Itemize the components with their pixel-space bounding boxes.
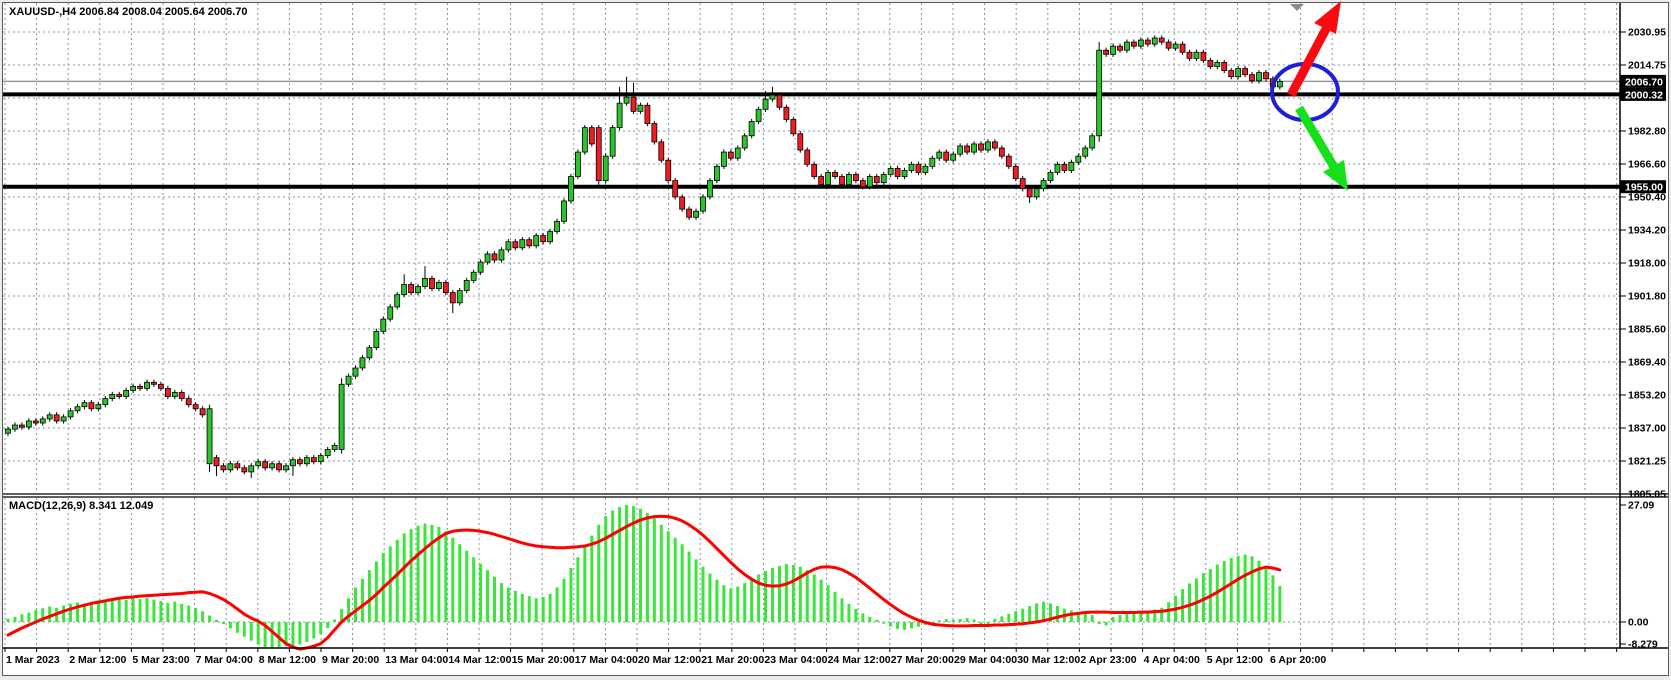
price-tick-label: 1885.60 [1628, 324, 1666, 336]
time-tick-label: 1 Mar 2023 [6, 654, 60, 666]
chart-shift-marker-icon [1290, 4, 1304, 11]
macd-histogram [6, 504, 1282, 648]
macd-tick-label: 0.00 [1628, 617, 1649, 629]
macd-signal-line [6, 514, 1282, 651]
time-tick-label: 15 Mar 20:00 [512, 654, 575, 666]
time-tick-label: 17 Mar 04:00 [575, 654, 638, 666]
macd-indicator-label: MACD(12,26,9) 8.341 12.049 [9, 500, 154, 512]
chart-title: XAUUSD-,H4 2006.84 2008.04 2005.64 2006.… [9, 6, 248, 18]
time-tick-label: 27 Mar 20:00 [891, 654, 954, 666]
time-tick-label: 24 Mar 12:00 [828, 654, 891, 666]
sell-arrow-head-icon[interactable] [1323, 160, 1348, 191]
time-tick-label: 13 Mar 04:00 [385, 654, 448, 666]
candles-layer [5, 35, 1283, 479]
time-tick-label: 6 Apr 20:00 [1270, 654, 1326, 666]
time-tick-label: 29 Mar 04:00 [954, 654, 1017, 666]
sell-arrow-annotation[interactable] [1295, 105, 1341, 175]
macd-tick-label: 27.09 [1628, 500, 1654, 512]
buy-arrow-head-icon[interactable] [1314, 1, 1341, 34]
grid-layer [3, 3, 1620, 648]
price-tick-label: 2014.75 [1628, 60, 1666, 72]
axes-borders [3, 3, 1668, 649]
time-scale-labels: 1 Mar 2023 2 Mar 12:00 5 Mar 23:00 7 Mar 04… [4, 648, 1618, 666]
time-tick-label: 2 Apr 23:00 [1080, 654, 1136, 666]
price-tag-value: 2000.32 [1625, 89, 1663, 101]
price-tick-label: 1805.05 [1628, 489, 1666, 501]
price-tick-label: 1934.20 [1628, 225, 1666, 237]
price-tag [1620, 74, 1666, 88]
time-tick-label: 23 Mar 04:00 [764, 654, 827, 666]
price-tick-label: 1918.00 [1628, 258, 1666, 270]
price-tick-label: 1966.60 [1628, 159, 1666, 171]
time-tick-label: 7 Mar 04:00 [196, 654, 253, 666]
time-tick-label: 14 Mar 12:00 [448, 654, 511, 666]
time-tick-label: 2 Mar 12:00 [69, 654, 126, 666]
time-tick-label: 5 Apr 12:00 [1207, 654, 1263, 666]
time-tick-label: 21 Mar 20:00 [701, 654, 764, 666]
time-tick-label: 5 Mar 23:00 [132, 654, 189, 666]
level-lines[interactable] [3, 80, 1620, 189]
time-tick-label: 9 Mar 20:00 [322, 654, 379, 666]
time-tick-label: 30 Mar 12:00 [1017, 654, 1080, 666]
time-tick-label: 4 Apr 04:00 [1144, 654, 1200, 666]
macd-tick-label: -8.279 [1628, 639, 1658, 651]
price-tick-label: 2030.95 [1628, 27, 1666, 39]
price-tag [1620, 87, 1666, 101]
time-tick-label: 8 Mar 12:00 [259, 654, 316, 666]
price-tick-label: 1869.40 [1628, 357, 1666, 369]
annotation-objects[interactable] [1270, 1, 1348, 191]
price-tick-label: 1982.80 [1628, 126, 1666, 138]
price-tag-value: 2006.70 [1625, 76, 1663, 88]
price-tag [1620, 180, 1666, 194]
price-tick-label: 1901.80 [1628, 291, 1666, 303]
price-tag-value: 1955.00 [1625, 182, 1663, 194]
price-tick-label: 1821.25 [1628, 456, 1666, 468]
price-tick-label: 1853.20 [1628, 390, 1666, 402]
price-tick-label: 1950.40 [1628, 192, 1666, 204]
price-scale-labels: 2030.95 2014.75 1982.80 1966.60 1950.40 1934.… [1620, 27, 1666, 651]
price-tick-label: 1837.00 [1628, 423, 1666, 435]
time-tick-label: 20 Mar 12:00 [638, 654, 701, 666]
buy-arrow-annotation[interactable] [1287, 24, 1331, 98]
